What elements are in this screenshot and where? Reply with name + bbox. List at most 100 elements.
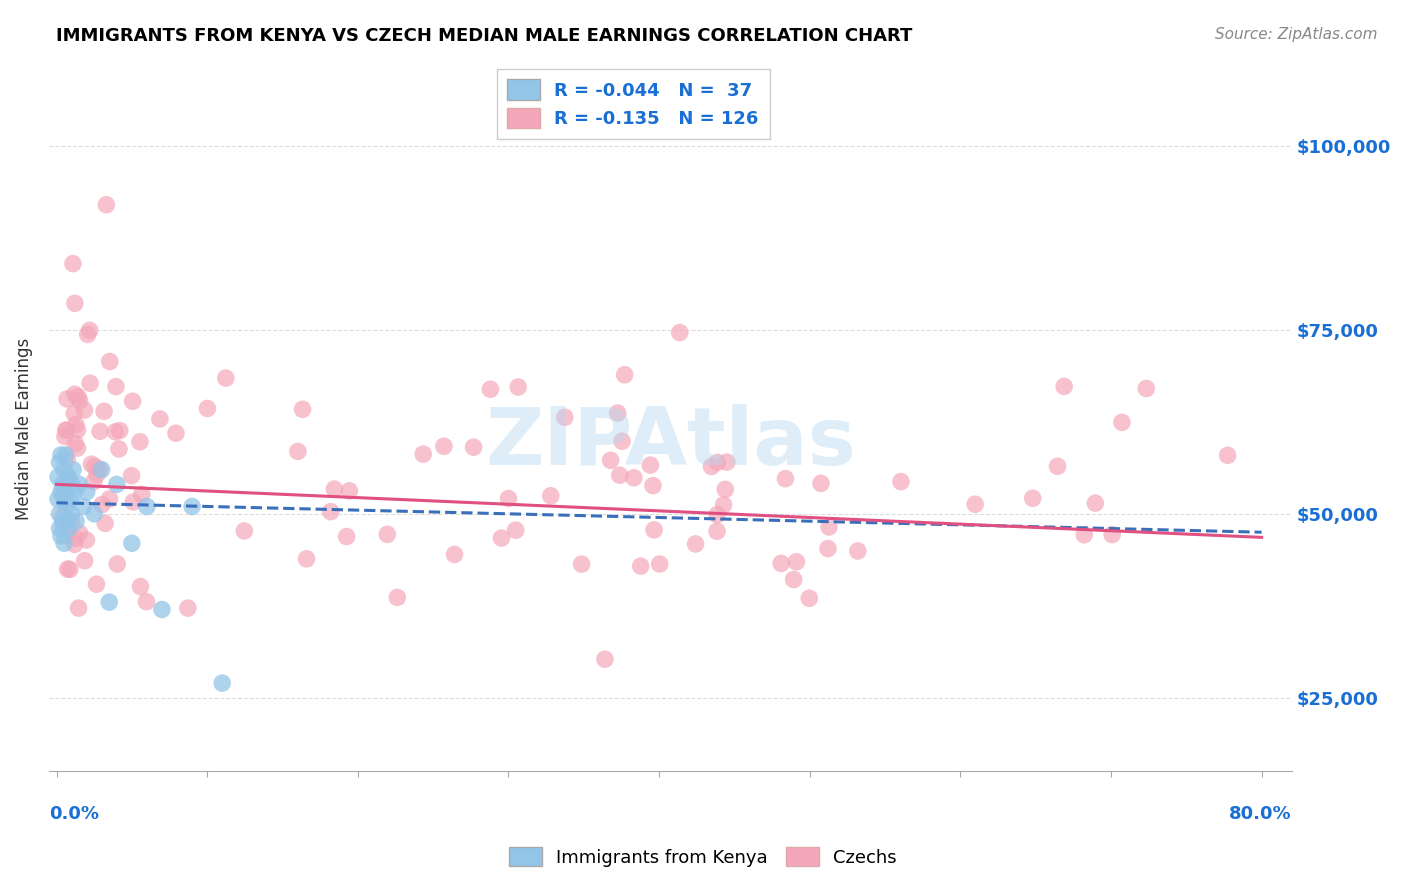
Czechs [336, 529, 359, 543]
Czechs [643, 523, 665, 537]
Immigrants from Kenya [53, 536, 76, 550]
Czechs [387, 591, 409, 605]
Czechs [783, 573, 806, 587]
Czechs [76, 533, 98, 547]
Czechs [1073, 528, 1095, 542]
Text: Source: ZipAtlas.com: Source: ZipAtlas.com [1215, 27, 1378, 42]
Immigrants from Kenya [60, 507, 83, 521]
Czechs [56, 452, 79, 467]
Czechs [685, 537, 707, 551]
Czechs [1111, 416, 1133, 430]
Czechs [93, 404, 115, 418]
Czechs [295, 551, 318, 566]
Immigrants from Kenya [83, 507, 105, 521]
Czechs [375, 527, 398, 541]
Czechs [56, 471, 79, 485]
Czechs [135, 595, 157, 609]
Czechs [770, 557, 793, 571]
Czechs [613, 368, 636, 382]
Czechs [59, 562, 82, 576]
Czechs [443, 548, 465, 562]
Czechs [66, 441, 89, 455]
Czechs [79, 376, 101, 391]
Immigrants from Kenya [58, 522, 80, 536]
Czechs [1021, 491, 1043, 506]
Immigrants from Kenya [59, 492, 82, 507]
Czechs [55, 423, 77, 437]
Immigrants from Kenya [181, 500, 204, 514]
Czechs [716, 455, 738, 469]
Immigrants from Kenya [150, 602, 173, 616]
Czechs [83, 459, 105, 474]
Immigrants from Kenya [211, 676, 233, 690]
Czechs [323, 482, 346, 496]
Czechs [508, 380, 530, 394]
Immigrants from Kenya [67, 477, 90, 491]
Czechs [799, 591, 821, 606]
Czechs [62, 257, 84, 271]
Czechs [66, 423, 89, 437]
Immigrants from Kenya [46, 492, 69, 507]
Immigrants from Kenya [121, 536, 143, 550]
Text: ZIPAtlas: ZIPAtlas [485, 404, 856, 482]
Immigrants from Kenya [60, 477, 83, 491]
Czechs [714, 483, 737, 497]
Czechs [63, 407, 86, 421]
Immigrants from Kenya [76, 484, 98, 499]
Czechs [51, 487, 73, 501]
Czechs [433, 439, 456, 453]
Czechs [89, 425, 111, 439]
Czechs [131, 487, 153, 501]
Immigrants from Kenya [135, 500, 157, 514]
Immigrants from Kenya [98, 595, 121, 609]
Immigrants from Kenya [56, 514, 79, 528]
Immigrants from Kenya [63, 484, 86, 499]
Czechs [79, 323, 101, 337]
Text: 80.0%: 80.0% [1229, 805, 1292, 823]
Immigrants from Kenya [51, 514, 73, 528]
Immigrants from Kenya [48, 507, 70, 521]
Czechs [108, 424, 131, 438]
Czechs [610, 434, 633, 449]
Czechs [94, 516, 117, 531]
Czechs [1216, 448, 1239, 462]
Immigrants from Kenya [49, 448, 72, 462]
Text: 0.0%: 0.0% [49, 805, 98, 823]
Czechs [846, 544, 869, 558]
Czechs [67, 601, 90, 615]
Czechs [105, 557, 128, 571]
Czechs [69, 393, 91, 408]
Czechs [60, 516, 83, 530]
Immigrants from Kenya [53, 463, 76, 477]
Czechs [668, 326, 690, 340]
Czechs [1046, 459, 1069, 474]
Immigrants from Kenya [55, 448, 77, 462]
Immigrants from Kenya [46, 470, 69, 484]
Czechs [73, 403, 96, 417]
Czechs [498, 491, 520, 506]
Czechs [86, 577, 108, 591]
Czechs [177, 601, 200, 615]
Czechs [479, 382, 502, 396]
Czechs [540, 489, 562, 503]
Czechs [63, 537, 86, 551]
Czechs [96, 198, 118, 212]
Czechs [104, 425, 127, 439]
Czechs [593, 652, 616, 666]
Czechs [67, 390, 90, 404]
Czechs [98, 354, 121, 368]
Immigrants from Kenya [72, 500, 94, 514]
Czechs [65, 436, 87, 450]
Czechs [165, 426, 187, 441]
Czechs [554, 410, 576, 425]
Czechs [122, 495, 145, 509]
Czechs [215, 371, 238, 385]
Czechs [55, 423, 77, 437]
Czechs [52, 509, 75, 524]
Immigrants from Kenya [49, 484, 72, 499]
Czechs [463, 440, 485, 454]
Czechs [706, 524, 728, 539]
Czechs [121, 468, 143, 483]
Czechs [86, 467, 108, 482]
Y-axis label: Median Male Earnings: Median Male Earnings [15, 338, 32, 520]
